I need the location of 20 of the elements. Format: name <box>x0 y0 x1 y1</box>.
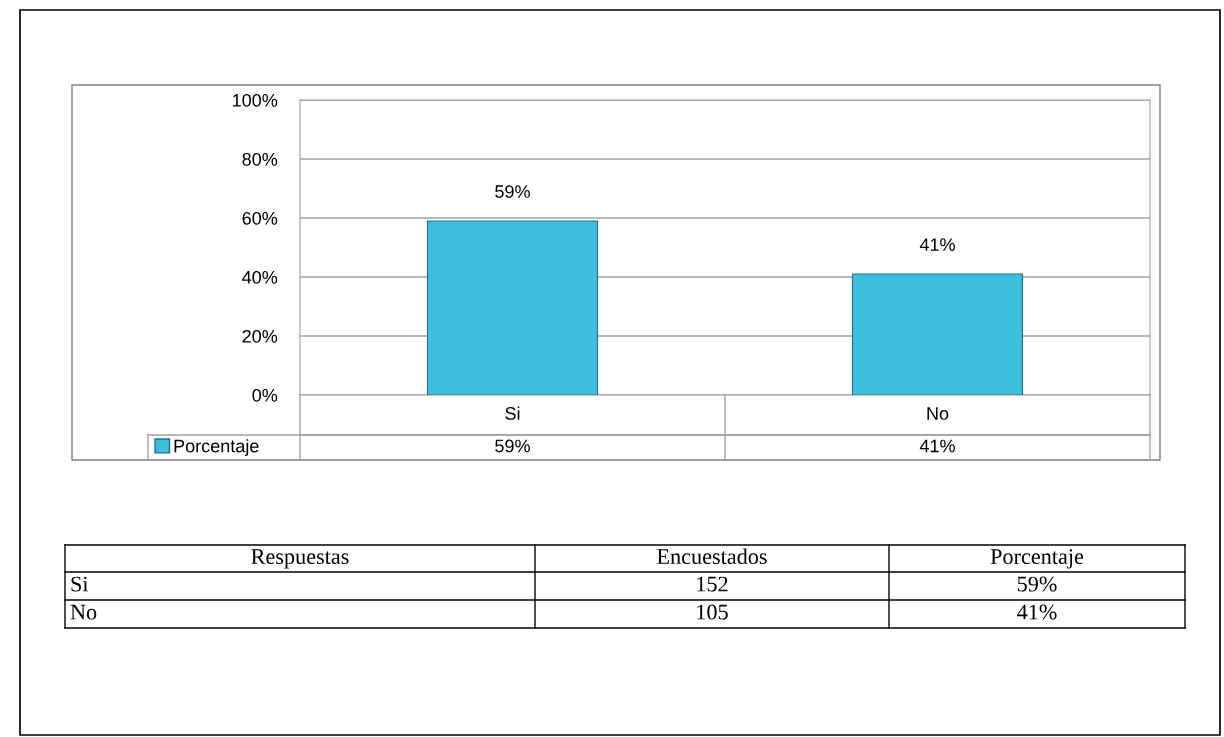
text: 152 <box>697 576 728 592</box>
y-tick-label: 0% <box>252 388 278 402</box>
text: 59% <box>1017 576 1057 592</box>
text: 41% <box>919 238 955 251</box>
text: Respuestas <box>251 549 349 569</box>
text: Encuestados <box>657 548 767 565</box>
data-label: 41% <box>919 439 955 453</box>
y-tick-label: 20% <box>242 329 278 343</box>
data-label: 59% <box>495 439 530 453</box>
text: No <box>70 604 97 620</box>
y-tick-label: 40% <box>242 270 278 284</box>
legend-label: Porcentaje <box>174 439 259 456</box>
text: Si <box>71 576 89 592</box>
text: 59% <box>495 185 530 198</box>
text: 41% <box>1017 604 1057 620</box>
y-tick-label: 60% <box>242 211 278 225</box>
text: 105 <box>697 604 728 620</box>
text: Porcentaje <box>990 549 1084 569</box>
y-tick-label: 80% <box>242 152 278 166</box>
y-tick-label: 100% <box>232 93 278 107</box>
